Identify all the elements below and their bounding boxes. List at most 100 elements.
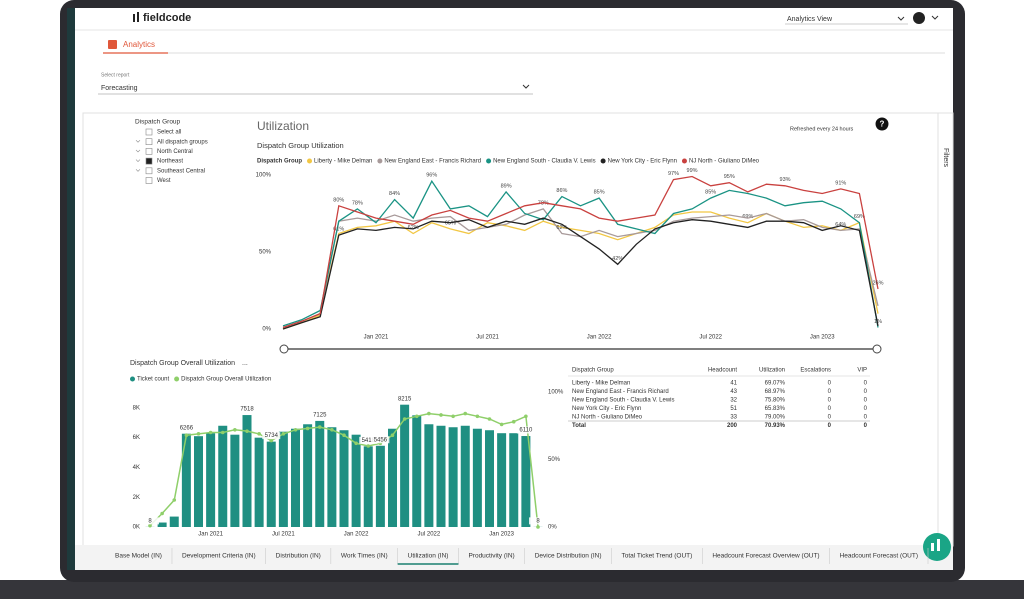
legend-entry: New England East - Francis Richard — [384, 159, 481, 165]
slicer-option[interactable]: Northeast — [157, 159, 183, 165]
nav-tab[interactable]: Analytics — [123, 40, 155, 49]
legend-marker — [682, 159, 687, 164]
bar — [509, 433, 518, 527]
table-cell: 75.80% — [765, 398, 786, 404]
bar — [303, 424, 312, 527]
filters-label[interactable]: Filters — [942, 148, 949, 168]
legend-marker — [486, 159, 491, 164]
line-point — [524, 415, 528, 419]
table-header: Escalations — [800, 368, 831, 374]
user-icon[interactable] — [913, 12, 925, 24]
checkbox[interactable] — [146, 168, 152, 174]
refresh-note: Refreshed every 24 hours — [790, 126, 854, 132]
y-tick-label: 2K — [133, 495, 140, 501]
page-tab[interactable]: Distribution (IN) — [276, 553, 321, 560]
line-point — [536, 525, 540, 529]
data-label: 85% — [705, 190, 716, 196]
page-tab[interactable]: Utilization (IN) — [408, 553, 449, 560]
more-options[interactable]: ... — [242, 360, 248, 367]
table-cell: Liberty - Mike Delman — [572, 381, 630, 387]
page-tab[interactable]: Device Distribution (IN) — [535, 553, 602, 560]
x-tick-label: Jul 2021 — [272, 532, 295, 538]
line-point — [366, 444, 370, 448]
slicer-title: Dispatch Group — [135, 119, 181, 126]
line-point — [318, 425, 322, 429]
x-tick-label: Jan 2023 — [489, 532, 514, 538]
bar — [388, 429, 397, 527]
checkbox[interactable] — [146, 129, 152, 135]
bar — [376, 446, 385, 527]
table-cell: New England East - Francis Richard — [572, 389, 669, 395]
table-header: VIP — [857, 368, 867, 374]
y-tick-label: 50% — [259, 250, 272, 256]
bar — [315, 421, 324, 527]
bar — [340, 430, 349, 527]
line-chart-title: Dispatch Group Utilization — [257, 141, 344, 150]
view-select[interactable]: Analytics View — [787, 16, 833, 23]
legend-title: Dispatch Group — [257, 159, 302, 165]
slider-handle[interactable] — [873, 345, 881, 353]
page-tab[interactable]: Base Model (IN) — [115, 553, 162, 560]
data-label: 62% — [556, 225, 567, 231]
page-tab[interactable]: Total Ticket Trend (OUT) — [622, 553, 693, 560]
table-cell: 79.00% — [765, 415, 786, 421]
x-tick-label: Jan 2022 — [344, 532, 369, 538]
page-tab[interactable]: Headcount Forecast Overview (OUT) — [712, 553, 819, 560]
checkbox[interactable] — [146, 148, 152, 154]
checkbox[interactable] — [146, 158, 152, 164]
table-cell: 68.97% — [765, 389, 786, 395]
table-cell: New England South - Claudia V. Lewis — [572, 398, 675, 404]
filters-pane[interactable] — [938, 113, 953, 546]
legend-marker — [130, 377, 135, 382]
bar — [497, 433, 506, 527]
bar — [437, 426, 446, 527]
chat-glyph — [931, 543, 934, 551]
y2-tick-label: 0% — [548, 525, 557, 531]
data-label: 97% — [668, 171, 679, 177]
table-cell: 33 — [730, 415, 737, 421]
slicer-option[interactable]: West — [157, 178, 171, 184]
y2-tick-label: 50% — [548, 457, 561, 463]
page-tab[interactable]: Headcount Forecast (OUT) — [840, 553, 918, 560]
slider-handle[interactable] — [280, 345, 288, 353]
data-label: 65% — [445, 220, 456, 226]
line-point — [415, 415, 419, 419]
page-tab[interactable]: Work Times (IN) — [341, 553, 388, 560]
bar — [230, 435, 239, 527]
table-header: Utilization — [759, 368, 785, 374]
checkbox[interactable] — [146, 139, 152, 145]
line-point — [306, 427, 310, 431]
legend-entry: NJ North - Giuliano DiMeo — [689, 159, 760, 165]
y-tick-label: 100% — [256, 173, 272, 179]
legend-entry: Dispatch Group Overall Utilization — [181, 377, 271, 383]
checkbox[interactable] — [146, 178, 152, 184]
report-select[interactable]: Forecasting — [101, 85, 138, 92]
x-tick-label: Jan 2022 — [587, 335, 612, 341]
page-tab[interactable]: Productivity (IN) — [468, 553, 514, 560]
logo-mark — [137, 12, 139, 22]
bar — [255, 438, 264, 527]
line-point — [209, 431, 213, 435]
line-point — [221, 431, 225, 435]
bar — [412, 415, 421, 527]
x-tick-label: Jul 2021 — [476, 335, 499, 341]
table-cell: 43 — [730, 389, 737, 395]
bar — [352, 435, 361, 527]
table-cell: 69.07% — [765, 381, 786, 387]
data-label: 95% — [724, 174, 735, 180]
slicer-option[interactable]: Southeast Central — [157, 168, 205, 174]
slicer-option[interactable]: Select all — [157, 130, 181, 136]
legend-entry: Ticket count — [137, 377, 169, 383]
bar — [327, 427, 336, 527]
slicer-option[interactable]: North Central — [157, 149, 193, 155]
slicer-option[interactable]: All dispatch groups — [157, 139, 208, 145]
data-label: 6266 — [180, 425, 194, 431]
select-label: Select report — [101, 72, 130, 78]
data-label: 8215 — [398, 396, 412, 402]
page-tab[interactable]: Development Criteria (IN) — [182, 553, 256, 560]
table-cell: 51 — [730, 406, 737, 412]
bar — [218, 426, 227, 527]
table-cell: 41 — [730, 381, 737, 387]
bar — [291, 429, 300, 527]
legend-marker — [377, 159, 382, 164]
